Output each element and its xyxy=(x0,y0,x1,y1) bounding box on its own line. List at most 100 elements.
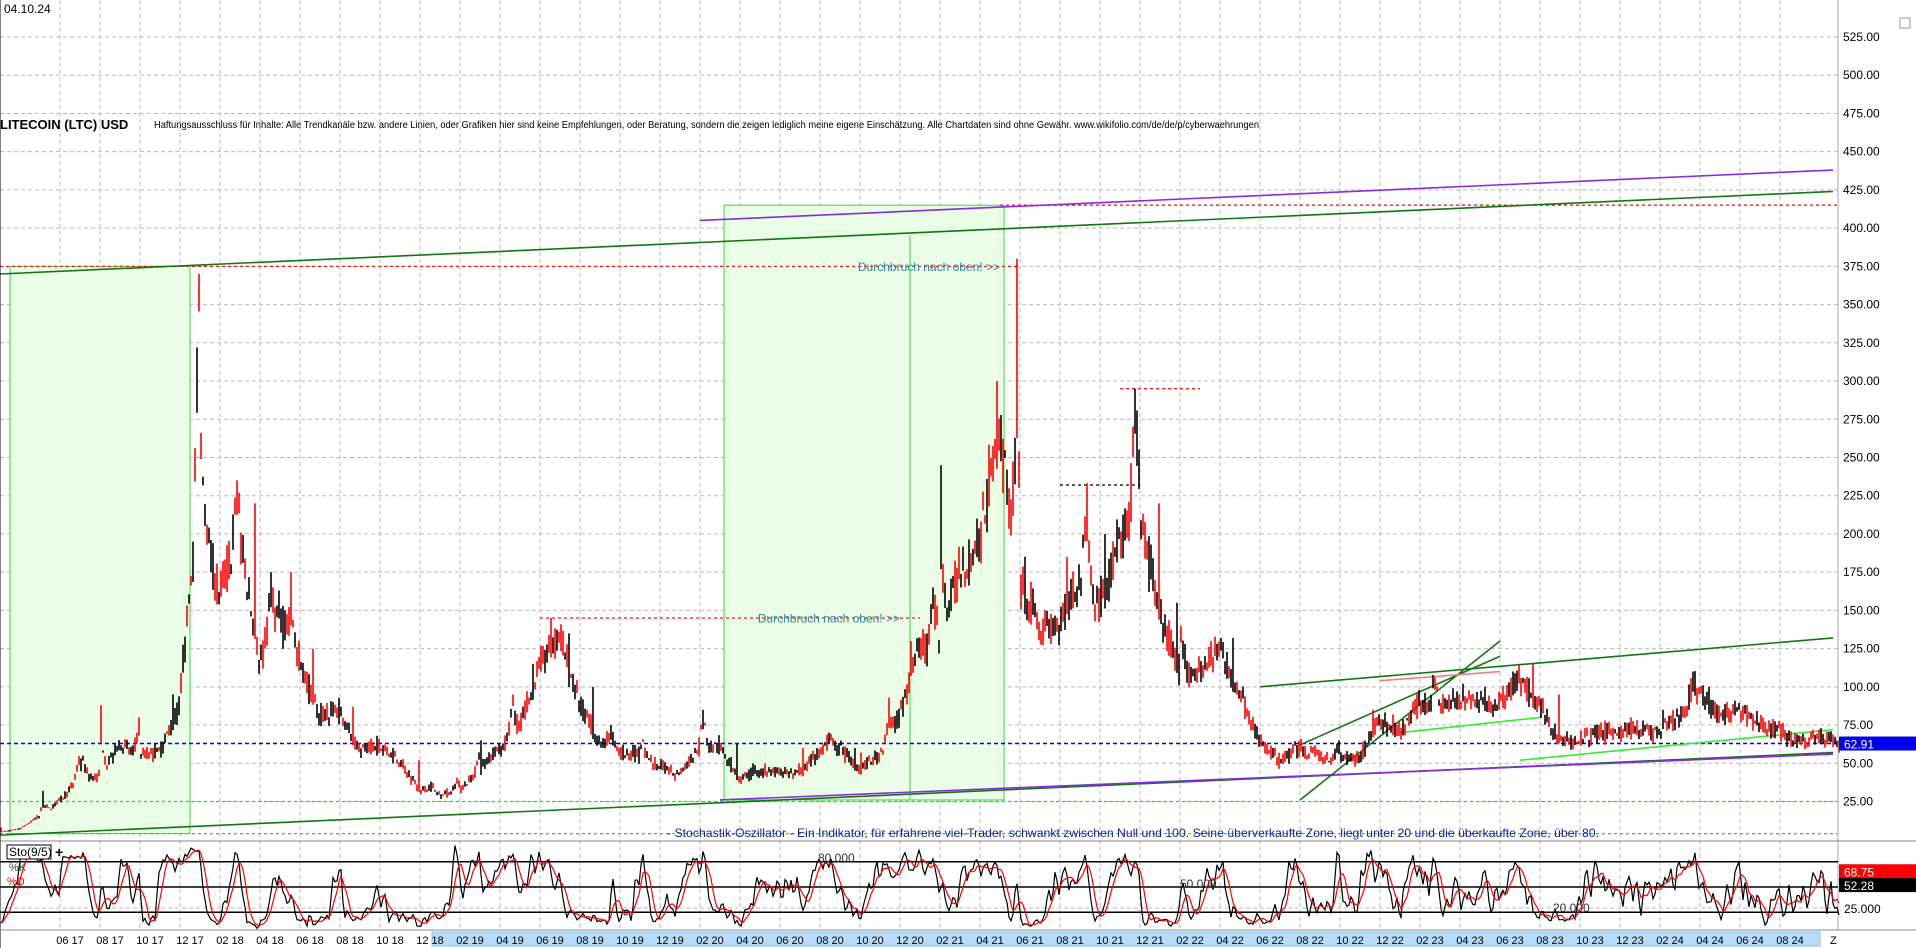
stochastic-axis-label: 25.000 xyxy=(1844,902,1881,916)
x-tick-label: 02 20 xyxy=(696,935,724,947)
stochastic-name-box xyxy=(6,844,52,860)
x-tick-label: 04 22 xyxy=(1216,935,1244,947)
k-value-badge xyxy=(1839,864,1916,879)
y-tick-label: 150.00 xyxy=(1843,603,1880,617)
x-tick-label: 06 18 xyxy=(296,935,324,947)
x-tick-label: 02 18 xyxy=(216,935,244,947)
trendline xyxy=(1379,670,1501,682)
x-tick-label: 08 24 xyxy=(1776,935,1804,947)
x-tick-label: 08 18 xyxy=(336,935,364,947)
last-price-label: 62.91 xyxy=(1844,738,1874,752)
stochastic-panel: Sto(9/5) + %K %D 80.000 50.000 20.000 68.7552.2… xyxy=(0,844,1916,930)
highlight-box xyxy=(723,204,1005,801)
x-tick-label: 04 19 xyxy=(496,935,524,947)
x-tick-label: 04 18 xyxy=(256,935,284,947)
x-tick-label: 04 23 xyxy=(1456,935,1484,947)
x-tick-label: 04 24 xyxy=(1696,935,1724,947)
x-tick-label: 02 19 xyxy=(456,935,484,947)
x-tick-label: 08 20 xyxy=(816,935,844,947)
x-axis[interactable]: 06 17 08 17 10 17 12 17 02 18 04 18 06 18 08 18… xyxy=(0,929,1916,947)
trendline xyxy=(0,190,1834,275)
highlight-boxes xyxy=(9,204,1005,835)
x-tick-label: 12 20 xyxy=(896,935,924,947)
x-tick-label: 06 24 xyxy=(1736,935,1764,947)
x-tick-label: 02 23 xyxy=(1416,935,1444,947)
stochastic-note: - Stochastik-Oszillator - Ein Indikator,… xyxy=(667,826,1599,840)
chart-title: LITECOIN (LTC) USD xyxy=(0,117,128,132)
x-tick-label: 02 24 xyxy=(1656,935,1684,947)
trendline xyxy=(719,753,1834,801)
x-end-label: Z xyxy=(1830,935,1837,947)
x-tick-label: 08 22 xyxy=(1296,935,1324,947)
trendline xyxy=(1299,655,1501,746)
y-tick-label: 200.00 xyxy=(1843,527,1880,541)
y-tick-label: 125.00 xyxy=(1843,642,1880,656)
stochastic-level-50-label: 50.000 xyxy=(1180,877,1217,891)
stochastic-d-label: %D xyxy=(7,876,25,888)
trendline xyxy=(699,169,1834,222)
price-bars xyxy=(0,258,1840,833)
stochastic-k-line xyxy=(0,845,1840,930)
d-value-badge xyxy=(1839,878,1916,893)
chart-date: 04.10.24 xyxy=(4,2,51,16)
y-tick-label: 325.00 xyxy=(1843,336,1880,350)
x-tick-label: 08 23 xyxy=(1536,935,1564,947)
y-tick-label: 425.00 xyxy=(1843,183,1880,197)
x-tick-label: 08 19 xyxy=(576,935,604,947)
stochastic-level-20-label: 20.000 xyxy=(1553,901,1590,915)
y-tick-label: 250.00 xyxy=(1843,450,1880,464)
y-tick-label: 275.00 xyxy=(1843,412,1880,426)
date-range-highlight xyxy=(431,931,1821,947)
annotations: Durchbruch nach oben! >> Durchbruch nach … xyxy=(758,260,1000,626)
y-tick-label: 350.00 xyxy=(1843,298,1880,312)
stochastic-k-label: %K xyxy=(9,862,27,874)
x-tick-label: 10 22 xyxy=(1336,935,1364,947)
y-tick-label: 50.00 xyxy=(1843,756,1873,770)
k-value: 68.75 xyxy=(1844,865,1874,879)
y-tick-label: 300.00 xyxy=(1843,374,1880,388)
x-tick-label: 12 22 xyxy=(1376,935,1404,947)
x-tick-label: 12 21 xyxy=(1136,935,1164,947)
disclaimer-text: Haftungsausschluss für Inhalte: Alle Tre… xyxy=(154,120,1259,131)
trendline xyxy=(1299,640,1501,801)
x-tick-label: 10 23 xyxy=(1576,935,1604,947)
x-tick-label: 02 22 xyxy=(1176,935,1204,947)
y-tick-label: 100.00 xyxy=(1843,680,1880,694)
y-tick-label: 400.00 xyxy=(1843,221,1880,235)
x-tick-label: 10 20 xyxy=(856,935,884,947)
x-tick-label: 04 21 xyxy=(976,935,1004,947)
collapse-icon[interactable] xyxy=(1899,17,1911,29)
stochastic-d-line xyxy=(0,849,1840,927)
x-tick-label: 10 18 xyxy=(376,935,404,947)
x-tick-label: 08 17 xyxy=(96,935,124,947)
y-tick-label: 25.00 xyxy=(1843,795,1873,809)
x-tick-label: 08 21 xyxy=(1056,935,1084,947)
d-value: 52.28 xyxy=(1844,879,1874,893)
x-tick-label: 10 19 xyxy=(616,935,644,947)
y-tick-label: 525.00 xyxy=(1843,30,1880,44)
breakout-annotation: Durchbruch nach oben! >> xyxy=(758,612,900,626)
trendlines xyxy=(0,169,1834,836)
x-tick-label: 12 18 xyxy=(416,935,444,947)
trendline xyxy=(1399,716,1541,734)
x-tick-label: 12 23 xyxy=(1616,935,1644,947)
y-tick-label: 175.00 xyxy=(1843,565,1880,579)
x-tick-label: 04 20 xyxy=(736,935,764,947)
last-price-badge xyxy=(1839,736,1916,751)
y-tick-label: 75.00 xyxy=(1843,718,1873,732)
x-tick-label: 06 20 xyxy=(776,935,804,947)
stochastic-level-80-label: 80.000 xyxy=(818,851,855,865)
add-indicator-icon[interactable]: + xyxy=(55,844,63,860)
y-tick-label: 225.00 xyxy=(1843,489,1880,503)
x-tick-label: 06 17 xyxy=(56,935,84,947)
highlight-box xyxy=(9,265,191,835)
x-tick-label: 06 19 xyxy=(536,935,564,947)
y-tick-label: 375.00 xyxy=(1843,259,1880,273)
stochastic-name: Sto(9/5) xyxy=(9,845,52,859)
x-tick-label: 10 21 xyxy=(1096,935,1124,947)
y-tick-label: 450.00 xyxy=(1843,145,1880,159)
y-tick-label: 475.00 xyxy=(1843,106,1880,120)
y-tick-label: 500.00 xyxy=(1843,68,1880,82)
